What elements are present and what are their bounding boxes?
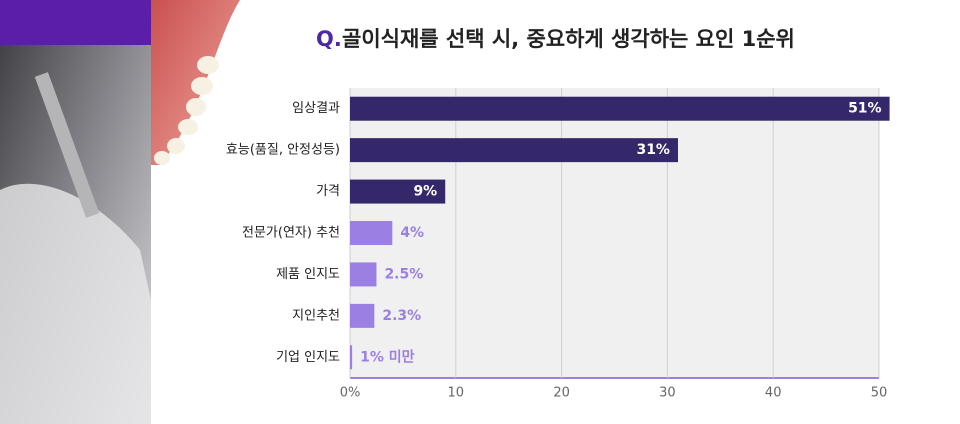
value-label: 31% — [636, 142, 670, 158]
value-label: 51% — [848, 101, 882, 117]
bar — [350, 303, 375, 328]
category-label: 기업 인지도 — [276, 350, 340, 365]
category-label: 가격 — [316, 184, 340, 199]
value-label: 4% — [400, 225, 424, 241]
x-tick-label: 40 — [765, 386, 782, 401]
category-label: 효능(품질, 안정성등) — [226, 143, 340, 158]
purple-band — [0, 0, 151, 45]
value-label: 2.5% — [384, 266, 423, 282]
bar — [350, 179, 446, 204]
bar — [350, 96, 890, 121]
value-label: 2.3% — [382, 308, 421, 324]
value-label: 1% 미만 — [360, 349, 415, 365]
x-tick-label: 10 — [448, 386, 465, 401]
x-tick-label: 20 — [553, 386, 570, 401]
title-prefix: Q. — [316, 27, 342, 51]
x-tick-label: 50 — [871, 386, 888, 401]
category-label: 제품 인지도 — [276, 267, 340, 282]
value-label: 9% — [413, 184, 437, 200]
bar — [350, 221, 393, 245]
x-tick-label: 30 — [659, 386, 676, 401]
chart-title: 골이식재를 선택 시, 중요하게 생각하는 요인 1순위 — [342, 27, 795, 51]
category-label: 지인추천 — [292, 308, 340, 323]
bar — [350, 262, 377, 287]
bar — [350, 138, 678, 163]
bar — [350, 345, 353, 370]
photo-tool — [34, 72, 100, 218]
category-label: 전문가(연자) 추천 — [242, 226, 340, 241]
photo-glove — [0, 183, 151, 424]
category-label: 임상결과 — [292, 101, 340, 116]
x-tick-label: 0% — [340, 386, 361, 401]
teeth — [154, 56, 219, 165]
plot-area — [350, 88, 879, 378]
